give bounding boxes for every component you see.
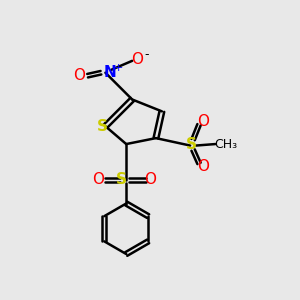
Text: O: O	[130, 52, 142, 67]
Text: CH₃: CH₃	[214, 138, 237, 151]
Text: O: O	[144, 172, 156, 187]
Text: +: +	[114, 63, 124, 73]
Text: O: O	[92, 172, 104, 187]
Text: O: O	[197, 114, 209, 129]
Text: S: S	[116, 172, 127, 187]
Text: O: O	[74, 68, 86, 83]
Text: N: N	[103, 65, 116, 80]
Text: S: S	[186, 136, 197, 152]
Text: -: -	[145, 48, 149, 62]
Text: S: S	[97, 119, 108, 134]
Text: O: O	[197, 159, 209, 174]
